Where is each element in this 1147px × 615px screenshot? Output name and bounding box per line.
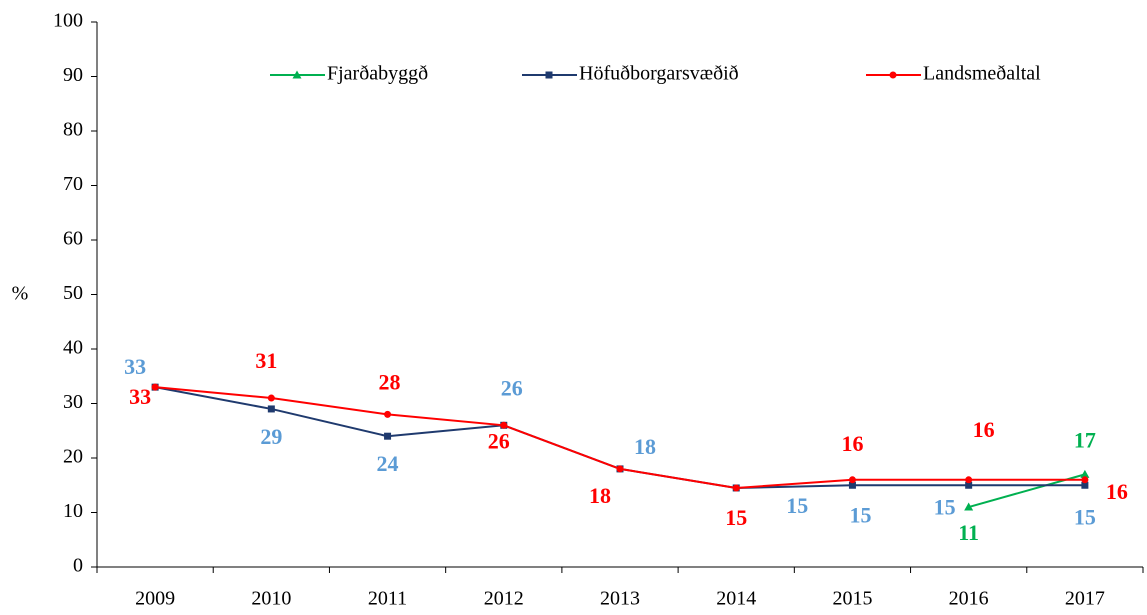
- x-tick-label: 2013: [600, 588, 640, 610]
- y-tick-label: 0: [73, 555, 83, 577]
- y-tick-label: 50: [63, 282, 83, 304]
- y-tick-label: 70: [63, 173, 83, 195]
- data-label: 24: [377, 451, 399, 476]
- data-label: 33: [129, 384, 151, 409]
- y-axis-label: %: [12, 283, 29, 305]
- data-point: [848, 481, 856, 489]
- y-tick-label: 40: [63, 337, 83, 359]
- data-point: [1081, 476, 1089, 484]
- data-label: 18: [634, 434, 656, 459]
- x-tick-label: 2009: [135, 588, 175, 610]
- data-point: [1080, 469, 1090, 478]
- data-point: [965, 476, 973, 484]
- data-point: [848, 476, 856, 484]
- data-label: 16: [841, 431, 863, 456]
- legend-label: Höfuðborgarsvæðið: [579, 63, 739, 85]
- x-tick-label: 2011: [368, 588, 407, 610]
- data-label: 15: [1074, 504, 1096, 529]
- y-tick-label: 90: [63, 64, 83, 86]
- data-label: 18: [589, 483, 611, 508]
- data-point: [151, 383, 159, 391]
- x-tick-label: 2010: [251, 588, 291, 610]
- x-tick-label: 2016: [949, 588, 989, 610]
- data-point: [732, 484, 740, 492]
- legend-label: Fjarðabyggð: [327, 63, 428, 85]
- data-label: 15: [849, 502, 871, 527]
- legend-label: Landsmeðaltal: [923, 63, 1041, 85]
- y-tick-label: 100: [53, 10, 83, 32]
- data-label: 16: [973, 417, 995, 442]
- data-point: [616, 465, 624, 473]
- y-tick-label: 20: [63, 446, 83, 468]
- data-label: 33: [124, 354, 146, 379]
- y-tick-label: 30: [63, 391, 83, 413]
- x-tick-label: 2014: [716, 588, 756, 610]
- data-point: [267, 405, 275, 413]
- data-label: 15: [934, 494, 956, 519]
- x-tick-label: 2012: [484, 588, 524, 610]
- y-tick-label: 60: [63, 228, 83, 250]
- data-label: 26: [501, 375, 523, 400]
- series-line: [155, 386, 1085, 489]
- legend-marker: [292, 70, 302, 79]
- data-label: 31: [255, 348, 277, 373]
- data-label: 29: [260, 424, 282, 449]
- data-point: [1081, 481, 1089, 489]
- legend-marker: [889, 71, 897, 79]
- y-tick-label: 10: [63, 500, 83, 522]
- data-point: [384, 432, 392, 440]
- data-label: 17: [1074, 427, 1096, 452]
- data-label: 11: [958, 520, 979, 545]
- x-tick-label: 2017: [1065, 588, 1105, 610]
- data-label: 28: [379, 369, 401, 394]
- data-point: [267, 394, 275, 402]
- data-point: [965, 481, 973, 489]
- data-point: [964, 502, 974, 511]
- y-tick-label: 80: [63, 119, 83, 141]
- legend-marker: [545, 71, 553, 79]
- x-tick-label: 2015: [832, 588, 872, 610]
- data-point: [500, 421, 508, 429]
- data-label: 16: [1106, 479, 1128, 504]
- data-label: 26: [488, 428, 510, 453]
- data-point: [384, 410, 392, 418]
- data-label: 15: [786, 493, 808, 518]
- data-label: 15: [725, 505, 747, 530]
